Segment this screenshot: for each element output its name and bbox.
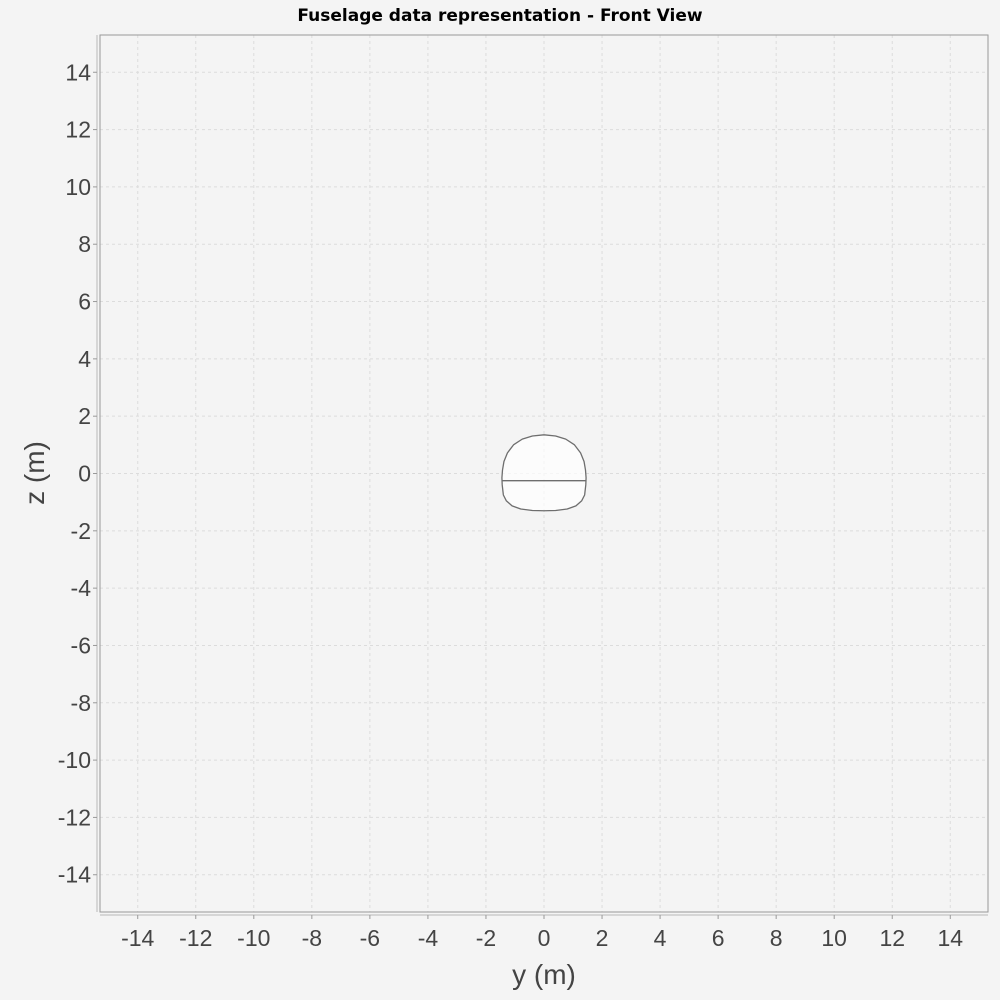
x-tick-label-4: -6: [360, 925, 380, 951]
y-tick-label-0: -14: [58, 862, 91, 888]
y-tick-label-14: 14: [65, 59, 91, 85]
x-tick-label-14: 14: [937, 925, 963, 951]
y-tick-label-5: -4: [71, 575, 92, 601]
x-tick-label-13: 12: [879, 925, 905, 951]
x-tick-label-2: -10: [237, 925, 270, 951]
x-tick-labels: -14 -12 -10 -8 -6 -4 -2 0 2 4 6 8 10 12 14: [121, 915, 963, 951]
y-tick-label-2: -10: [58, 747, 91, 773]
fuselage-section-fill: [501, 434, 587, 511]
x-tick-label-7: 0: [538, 925, 551, 951]
x-tick-label-8: 2: [596, 925, 609, 951]
y-axis-label: z (m): [19, 441, 50, 505]
y-tick-label-13: 12: [65, 117, 91, 143]
x-tick-label-5: -4: [418, 925, 439, 951]
x-tick-label-12: 10: [821, 925, 847, 951]
y-tick-label-1: -12: [58, 804, 91, 830]
x-tick-label-10: 6: [712, 925, 725, 951]
y-tick-label-3: -8: [71, 690, 91, 716]
data-series: [501, 434, 587, 512]
x-tick-label-9: 4: [654, 925, 667, 951]
x-tick-label-1: -12: [179, 925, 212, 951]
plot-frame: [99, 34, 989, 913]
chart-title: Fuselage data representation - Front Vie…: [297, 6, 703, 26]
x-tick-label-0: -14: [121, 925, 154, 951]
y-tick-label-7: 0: [78, 461, 91, 487]
grid-lines: [100, 35, 988, 912]
y-tick-label-12: 10: [65, 174, 91, 200]
x-tick-label-6: -2: [476, 925, 496, 951]
series-line-0: [501, 434, 587, 512]
y-tick-label-6: -2: [71, 518, 91, 544]
y-tick-labels: -14 -12 -10 -8 -6 -4 -2 0 2 4 6 8 10 12 14: [58, 59, 97, 888]
y-tick-label-11: 8: [78, 231, 91, 257]
x-axis-label: y (m): [512, 959, 576, 990]
y-tick-label-9: 4: [78, 346, 91, 372]
y-tick-label-10: 6: [78, 289, 91, 315]
x-tick-label-11: 8: [770, 925, 783, 951]
x-tick-label-3: -8: [302, 925, 322, 951]
y-tick-label-4: -6: [71, 632, 91, 658]
y-tick-label-8: 2: [78, 403, 91, 429]
